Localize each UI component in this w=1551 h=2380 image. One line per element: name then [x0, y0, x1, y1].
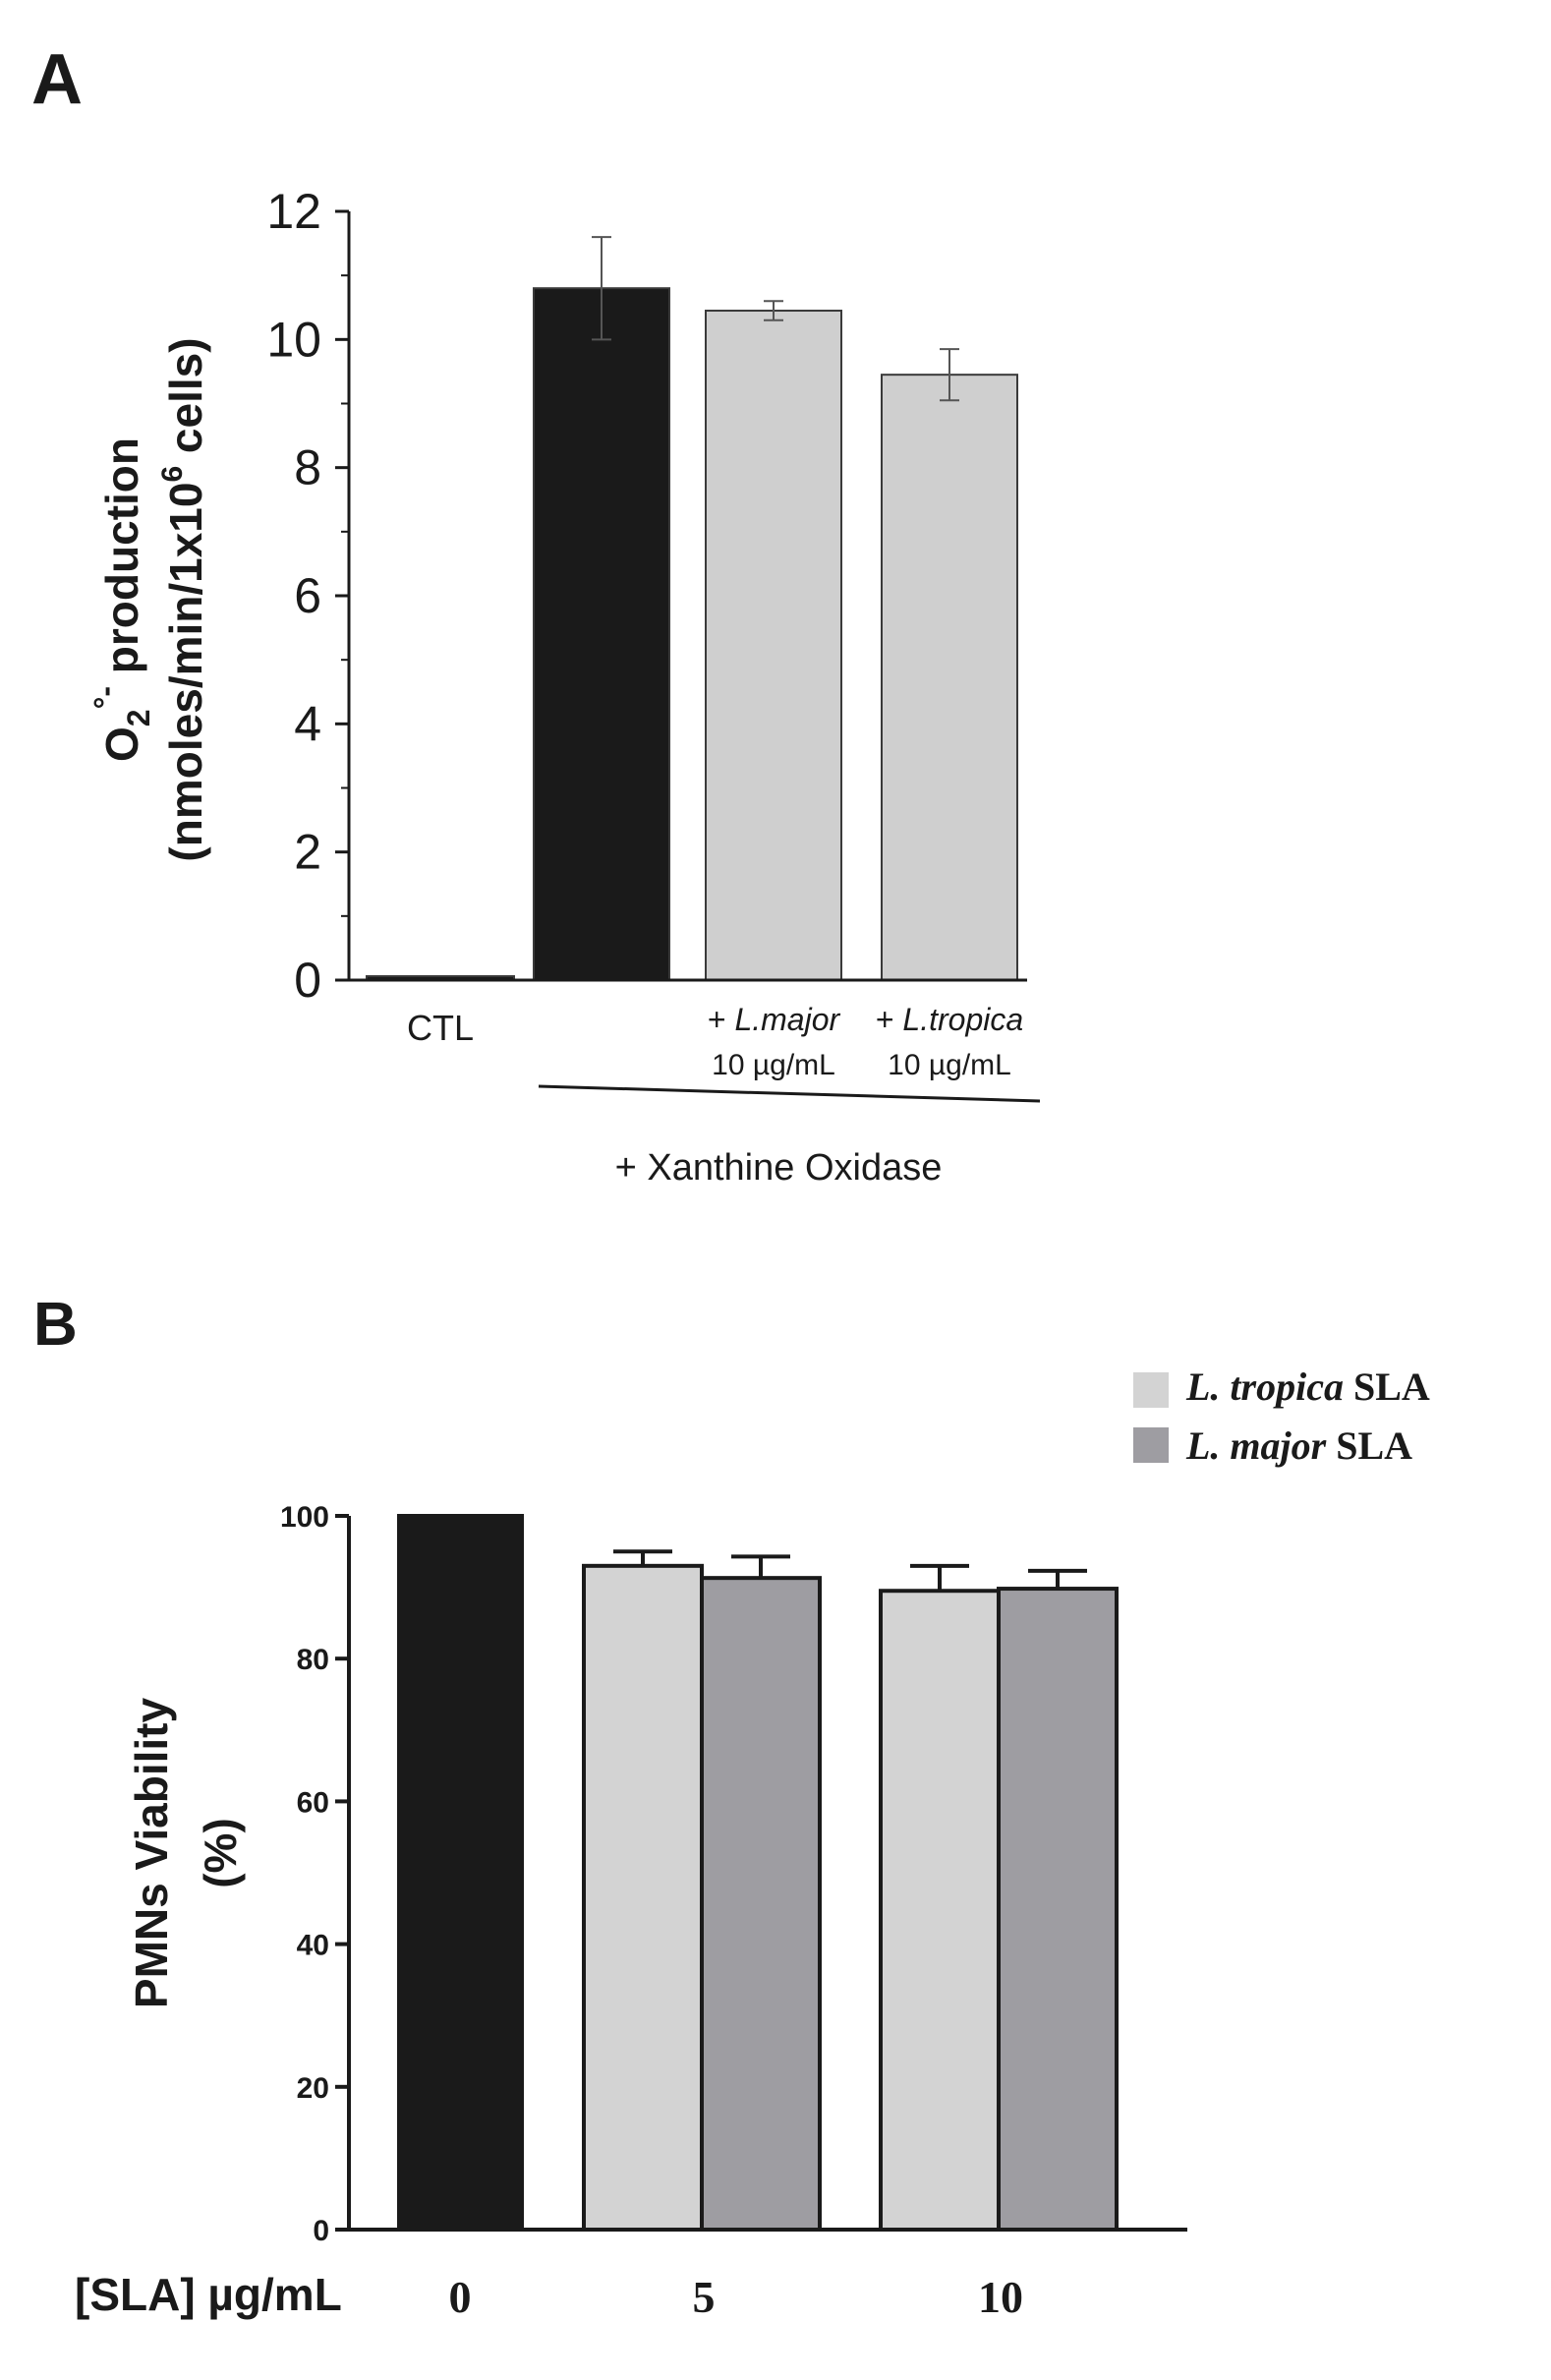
panel-a-bar-4 [881, 374, 1018, 981]
panel-a-y-tick-label: 12 [266, 184, 321, 239]
panel-b-bar-l-major-5 [700, 1576, 822, 2232]
panel-a-x-tick-label-1: CTL [407, 1008, 474, 1048]
panel-b-x-tick-label-5: 5 [693, 2272, 716, 2322]
panel-a-bar-2 [533, 287, 670, 981]
panel-a-x-tick-label-3-line2: 10 µg/mL [712, 1049, 835, 1081]
panel-b-x-tick-label-10: 10 [978, 2272, 1023, 2322]
panel-b-y-axis-title: PMNs Viability (%) [126, 1698, 246, 2009]
legend-label-l-major: L. major SLA [1185, 1423, 1412, 1468]
panel-b: B L. tropica SLA L. major SLA PMNs Viabi… [33, 1291, 1430, 2322]
panel-b-y-tick-label: 0 [313, 2215, 329, 2247]
panel-b-x-tick-label-0: 0 [449, 2272, 472, 2322]
panel-a-y-tick-label: 0 [294, 953, 321, 1008]
panel-b-y-tick-label: 60 [297, 1786, 329, 1819]
legend-entry-l-tropica: L. tropica SLA [1133, 1364, 1430, 1409]
panel-a-y-axis-title-line1: O2°- production [87, 437, 156, 762]
panel-a-group-label: + Xanthine Oxidase [615, 1147, 943, 1189]
legend-swatch-l-major [1133, 1427, 1169, 1463]
panel-a-x-tick-labels: CTL + L.major 10 µg/mL + L.tropica 10 µg/mL [407, 1002, 1023, 1081]
panel-a-group-bracket [538, 1084, 1041, 1103]
panel-a-y-tick-label: 8 [294, 440, 321, 495]
panel-b-bar-l-tropica-5 [582, 1563, 704, 2232]
legend-label-l-tropica: L. tropica SLA [1185, 1364, 1430, 1409]
legend-entry-l-major: L. major SLA [1133, 1423, 1412, 1468]
panel-a-label: A [31, 40, 83, 119]
panel-a-y-tick-label: 2 [294, 825, 321, 880]
panel-a-x-tick-label-3: + L.major [708, 1002, 841, 1037]
panel-b-bars [397, 1514, 1119, 2232]
panel-a-y-tick-label: 6 [294, 568, 321, 623]
panel-b-y-axis-title-line2: (%) [195, 1818, 246, 1888]
panel-b-x-axis-title: [SLA] µg/mL [75, 2269, 342, 2320]
panel-a-y-axis: 0 2 4 6 8 10 12 [266, 184, 351, 1008]
panel-a-x-tick-label-4-line2: 10 µg/mL [888, 1049, 1011, 1081]
panel-b-x-tick-labels: 0 5 10 [449, 2272, 1024, 2322]
panel-b-bar-l-major-10 [997, 1587, 1119, 2232]
panel-b-legend: L. tropica SLA L. major SLA [1133, 1364, 1430, 1468]
panel-b-y-tick-label: 80 [297, 1644, 329, 1676]
panel-b-y-tick-label: 20 [297, 2072, 329, 2105]
panel-a-x-tick-label-4: + L.tropica [876, 1002, 1023, 1037]
panel-b-bar-l-tropica-10 [879, 1589, 1001, 2232]
panel-b-y-axis-title-line1: PMNs Viability [126, 1698, 177, 2009]
panel-b-label: B [33, 1291, 78, 1359]
panel-b-error-bars [613, 1549, 1087, 1592]
panel-a: A O2°- production (nmoles/min/1x106 cell… [31, 40, 1041, 1189]
panel-b-y-tick-label: 100 [280, 1501, 329, 1534]
panel-a-error-bars [592, 236, 959, 402]
panel-a-bars [366, 287, 1018, 981]
panel-a-y-axis-title: O2°- production (nmoles/min/1x106 cells) [87, 337, 211, 861]
legend-swatch-l-tropica [1133, 1372, 1169, 1408]
panel-b-y-tick-label: 40 [297, 1930, 329, 1962]
panel-a-bar-3 [705, 310, 842, 981]
panel-b-bar-control [397, 1514, 524, 2232]
panel-a-y-tick-label: 4 [294, 696, 321, 751]
panel-a-y-tick-label: 10 [266, 312, 321, 367]
panel-b-y-axis: 0 20 40 60 80 100 [280, 1501, 351, 2247]
panel-a-y-axis-title-line2: (nmoles/min/1x106 cells) [156, 337, 211, 861]
